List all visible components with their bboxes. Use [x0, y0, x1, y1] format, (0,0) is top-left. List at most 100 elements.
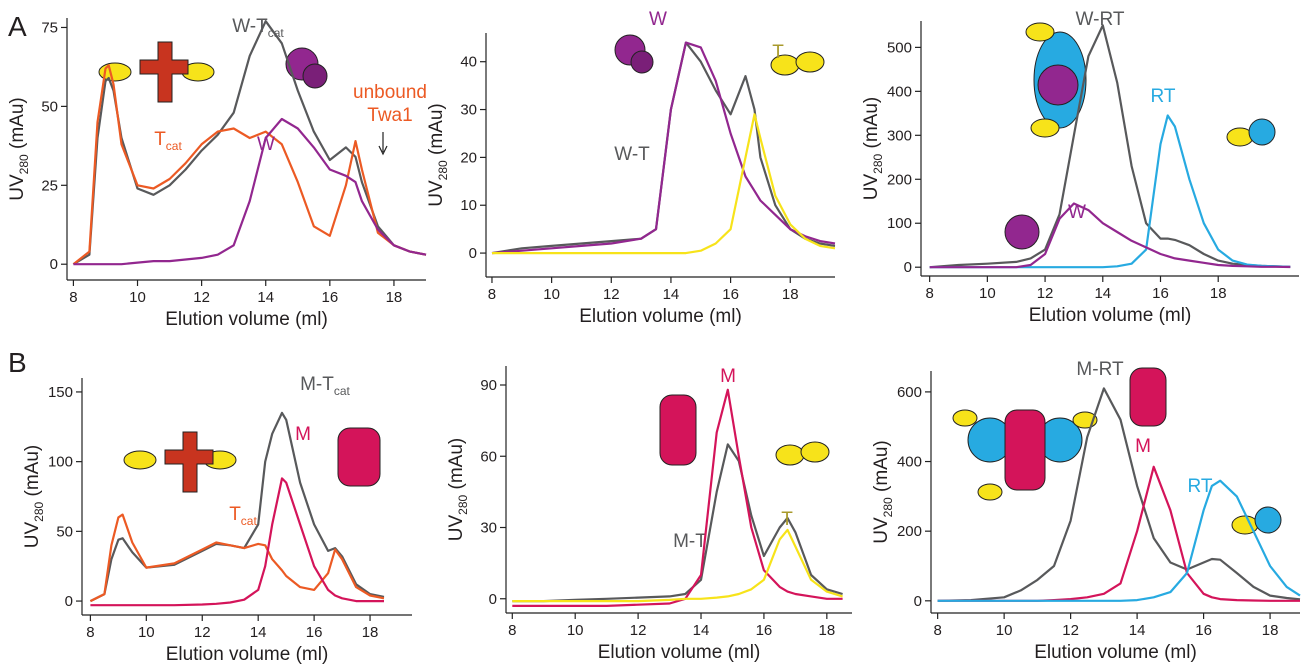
y-tick-label: 400	[887, 83, 912, 100]
series-label: W	[257, 134, 275, 155]
y-tick-label: 40	[460, 54, 477, 71]
x-tick-label: 12	[603, 286, 620, 303]
y-tick-label: 150	[48, 384, 73, 401]
x-axis-title: Elution volume (ml)	[165, 309, 328, 330]
x-tick-label: 12	[1062, 622, 1079, 639]
y-axis-title-unit: (mAu)	[426, 103, 447, 155]
y-tick-label: 200	[887, 171, 912, 188]
y-tick-label: 600	[897, 384, 922, 401]
x-tick-label: 10	[129, 289, 146, 306]
series-label: M	[720, 366, 736, 387]
x-tick-label: 16	[321, 289, 338, 306]
series-label: W-RT	[1076, 9, 1125, 30]
x-tick-label: 12	[193, 289, 210, 306]
y-axis-title-sub: 280	[436, 160, 450, 180]
y-axis-title-unit: (mAu)	[22, 445, 43, 497]
series-line	[72, 20, 427, 266]
series-label: M-RT	[1076, 359, 1124, 380]
series-line	[937, 479, 1301, 602]
series-label: M	[1135, 436, 1151, 457]
y-axis-title-unit: (mAu)	[861, 97, 882, 149]
series-label-text: T	[781, 509, 793, 530]
y-tick-label: 500	[887, 39, 912, 56]
y-axis-title: UV280 (mAu)	[7, 97, 31, 200]
series-label: Tcat	[229, 504, 257, 528]
y-tick-label: 200	[897, 523, 922, 540]
series-label-text: W	[649, 9, 667, 30]
y-tick-label: 90	[480, 377, 497, 394]
y-axis-title-sub: 280	[871, 153, 885, 173]
series-label-text: W-T	[614, 144, 650, 165]
x-tick-label: 8	[925, 285, 933, 302]
x-tick-label: 8	[69, 289, 77, 306]
y-tick-label: 300	[887, 127, 912, 144]
x-tick-label: 10	[996, 622, 1013, 639]
x-tick-label: 14	[1094, 285, 1111, 302]
y-axis-title-unit: (mAu)	[446, 438, 467, 490]
series-label-sub: cat	[268, 26, 285, 40]
series-line	[491, 41, 836, 255]
annotation: unbound	[353, 82, 427, 103]
y-axis-title: UV280 (mAu)	[446, 438, 470, 541]
y-axis-title: UV280 (mAu)	[871, 440, 895, 543]
series-label: Tcat	[154, 129, 182, 153]
x-tick-label: 8	[508, 622, 516, 639]
series-line	[512, 528, 843, 603]
x-tick-label: 18	[386, 289, 403, 306]
series-label-text: M-T	[673, 531, 707, 552]
x-axis-title: Elution volume (ml)	[166, 644, 329, 665]
y-axis-title-text: UV	[426, 180, 447, 207]
series-line	[929, 114, 1291, 269]
series-label-text: T	[229, 504, 241, 525]
series-line	[512, 388, 843, 607]
series-label: RT	[1151, 86, 1176, 107]
y-axis-title-unit: (mAu)	[871, 440, 892, 492]
series-label: W-T	[614, 144, 650, 165]
series-label: W-Tcat	[232, 16, 284, 40]
panel-letter: B	[8, 347, 27, 378]
y-axis-title: UV280 (mAu)	[22, 445, 46, 548]
series-label-text: W	[257, 134, 275, 155]
x-tick-label: 18	[782, 286, 799, 303]
x-tick-label: 12	[630, 622, 647, 639]
x-tick-label: 18	[1210, 285, 1227, 302]
x-tick-label: 16	[306, 624, 323, 641]
series-line	[491, 41, 836, 255]
y-axis-title-text: UV	[446, 515, 467, 542]
y-tick-label: 0	[50, 256, 58, 273]
y-axis-title: UV280 (mAu)	[426, 103, 450, 206]
x-tick-label: 16	[756, 622, 773, 639]
x-tick-label: 18	[362, 624, 379, 641]
x-tick-label: 10	[979, 285, 996, 302]
y-tick-label: 30	[460, 102, 477, 119]
y-tick-label: 0	[914, 593, 922, 610]
series-line	[937, 387, 1301, 602]
y-axis-title-text: UV	[871, 517, 892, 544]
x-tick-label: 16	[1195, 622, 1212, 639]
x-axis-title: Elution volume (ml)	[579, 306, 742, 327]
series-label-text: M	[295, 424, 311, 445]
series-label-text: W-RT	[1076, 9, 1125, 30]
y-tick-label: 25	[41, 177, 58, 194]
series-label-text: W-T	[232, 16, 268, 37]
y-axis-title: UV280 (mAu)	[861, 97, 885, 200]
series-label-sub: cat	[334, 384, 351, 398]
arrow-head	[378, 145, 388, 156]
x-tick-label: 10	[567, 622, 584, 639]
x-tick-label: 18	[1262, 622, 1279, 639]
series-label: M-T	[673, 531, 707, 552]
series-label-text: T	[154, 129, 166, 150]
y-tick-label: 100	[48, 454, 73, 471]
icons	[98, 22, 1282, 535]
series-label: W	[649, 9, 667, 30]
series-line	[492, 113, 836, 255]
x-tick-label: 14	[250, 624, 267, 641]
y-tick-label: 0	[65, 593, 73, 610]
series-line	[73, 117, 427, 266]
y-tick-label: 0	[469, 245, 477, 262]
series-label-text: RT	[1151, 86, 1176, 107]
x-tick-label: 18	[818, 622, 835, 639]
series-label: RT	[1188, 476, 1213, 497]
y-axis-title-text: UV	[22, 522, 43, 549]
